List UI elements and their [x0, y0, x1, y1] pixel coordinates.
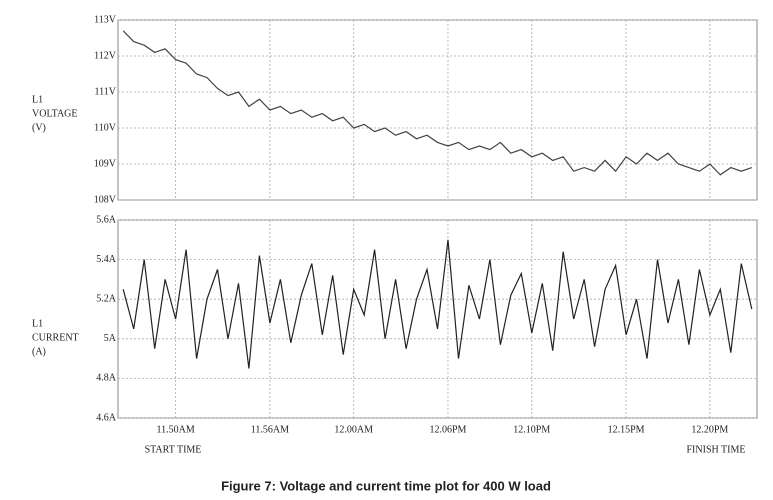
x-tick-label: 12.00AM	[334, 424, 373, 435]
plot-frame	[117, 19, 758, 201]
y-tick-label: 109V	[94, 158, 117, 169]
y-tick-label: 108V	[94, 194, 117, 205]
y-tick-label: 112V	[94, 50, 117, 61]
line-series	[122, 239, 753, 369]
y-tick-label: 5A	[104, 333, 117, 344]
y-axis-label: (A)	[32, 346, 46, 357]
x-tick-label: 11.50AM	[156, 424, 194, 435]
y-tick-label: 5.6A	[96, 214, 117, 225]
y-tick-label: 111V	[95, 86, 117, 97]
y-axis-label: L1	[32, 94, 43, 105]
y-axis-label: L1	[32, 318, 43, 329]
y-axis-label: (V)	[32, 122, 46, 133]
caption: Figure 7: Voltage and current time plot …	[221, 478, 551, 493]
x-tick-label: 12.20PM	[691, 424, 728, 435]
y-axis-label: VOLTAGE	[32, 108, 78, 119]
y-tick-label: 5.4A	[96, 254, 117, 265]
y-tick-label: 5.2A	[96, 293, 117, 304]
y-tick-label: 4.6A	[96, 412, 117, 423]
x-tick-label: 12.10PM	[513, 424, 550, 435]
y-tick-label: 110V	[94, 122, 117, 133]
annotation: FINISH TIME	[687, 444, 746, 455]
y-axis-label: CURRENT	[32, 332, 79, 343]
annotation: START TIME	[145, 444, 202, 455]
x-tick-label: 11.56AM	[251, 424, 289, 435]
plot-frame	[117, 219, 758, 419]
x-tick-label: 12.15PM	[608, 424, 645, 435]
x-tick-label: 12.06PM	[429, 424, 466, 435]
line-series	[122, 30, 752, 176]
y-tick-label: 4.8A	[96, 373, 117, 384]
y-tick-label: 113V	[94, 14, 117, 25]
